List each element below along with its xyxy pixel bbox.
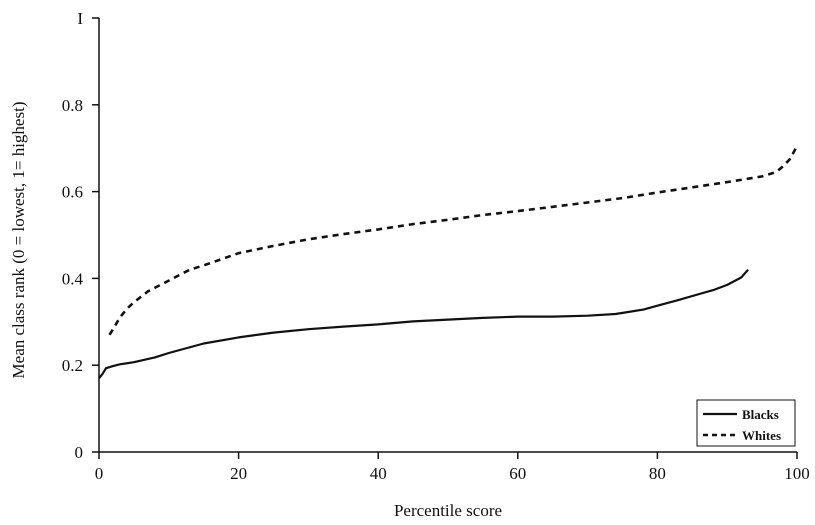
x-tick-label: 60 [509, 464, 526, 483]
x-tick-label: 100 [784, 464, 810, 483]
legend: Blacks Whites [696, 399, 796, 447]
x-axis-title: Percentile score [394, 501, 502, 520]
y-tick-label: 0.8 [62, 96, 83, 115]
legend-label-blacks: Blacks [742, 407, 779, 422]
x-tick-label: 40 [370, 464, 387, 483]
x-tick-label: 20 [230, 464, 247, 483]
y-tick-label: 0.2 [62, 356, 83, 375]
x-axis: 0 20 40 60 80 100 [95, 451, 810, 483]
y-tick-label: 0.4 [62, 269, 84, 288]
y-tick-label: 0 [75, 443, 84, 462]
y-axis: 0 0.2 0.4 0.6 0.8 I [62, 9, 100, 462]
x-tick-label: 80 [649, 464, 666, 483]
legend-box [696, 399, 796, 447]
x-tick-label: 0 [95, 464, 104, 483]
y-tick-label: I [77, 9, 83, 28]
y-tick-label: 0.6 [62, 183, 83, 202]
series-layer [98, 145, 799, 379]
legend-label-whites: Whites [742, 428, 781, 443]
series-line-whites [108, 145, 799, 336]
y-axis-title: Mean class rank (0 = lowest, 1= highest) [9, 102, 28, 379]
series-line-blacks [98, 268, 749, 379]
